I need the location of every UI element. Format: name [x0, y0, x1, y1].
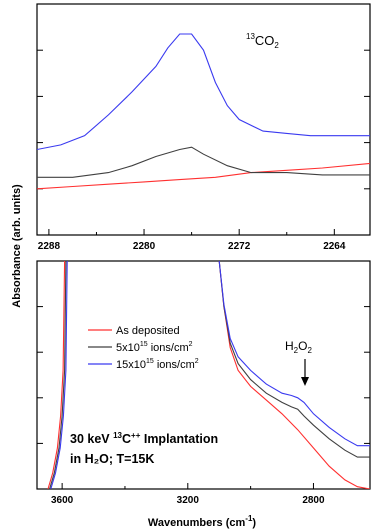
legend-label-dose_5e15: 5x1015 ions/cm2 [116, 341, 193, 354]
x-axis-label: Wavenumbers (cm-1) [148, 514, 257, 529]
top-x-ticks: 2288 2280 2272 2264 [37, 49, 370, 252]
implantation-line-2: in H₂O; T=15K [70, 452, 154, 466]
x-tick-label: 2288 [38, 241, 61, 252]
panel-top: 2288 2280 2272 2264 13CO2 [36, 3, 371, 252]
series-line-as_deposited [47, 261, 370, 489]
series-line-dose_5e15 [37, 146, 370, 178]
impl-sup: 13 [113, 431, 122, 440]
impl-b: C [122, 432, 131, 446]
x-axis-label-main: Wavenumbers (cm [148, 517, 246, 529]
top-series-group [37, 33, 370, 190]
x-tick-label: 2280 [133, 241, 156, 252]
h2o2-sub2: 2 [307, 346, 312, 355]
series-line-dose_15e15 [50, 261, 370, 489]
implantation-line-1: 30 keV 13C++ Implantation [70, 431, 218, 446]
impl-sup2: ++ [131, 431, 141, 440]
legend-label-dose_15e15: 15x1015 ions/cm2 [116, 358, 199, 371]
series-line-dose_5e15 [49, 261, 370, 489]
h2o2-annotation: H2O2 [285, 339, 312, 355]
x-axis-label-sup: -1 [245, 514, 253, 523]
legend: As deposited 5x1015 ions/cm2 15x1015 ions/… [88, 325, 199, 371]
x-tick-label: 2800 [302, 495, 325, 506]
h2o2-arrow-head [301, 377, 309, 386]
x-tick-label: 3600 [51, 495, 74, 506]
impl-c: Implantation [140, 432, 218, 446]
x-axis-label-close: ) [252, 517, 256, 529]
legend-label-as_deposited: As deposited [116, 325, 180, 337]
bottom-x-ticks: 3600 3200 2800 [37, 306, 370, 506]
y-axis-label: Absorbance (arb. units) [11, 184, 23, 308]
impl-a: 30 keV [70, 432, 113, 446]
series-line-as_deposited [37, 162, 370, 190]
top-annotation-sup: 13 [246, 32, 255, 41]
h2o2-sub1: 2 [294, 346, 299, 355]
x-tick-label: 3200 [177, 495, 200, 506]
x-tick-label: 2264 [323, 241, 346, 252]
top-annotation-sub: 2 [274, 41, 279, 50]
h2o2-o: O [298, 339, 307, 353]
x-tick-label: 2272 [228, 241, 251, 252]
top-annotation-13co2: 13CO2 [246, 32, 279, 50]
bottom-series-group [47, 261, 370, 489]
top-annotation-base: CO [255, 33, 275, 48]
series-line-dose_15e15 [37, 33, 370, 151]
panel-bottom-frame [36, 260, 371, 490]
panel-top-frame [36, 3, 371, 236]
h2o2-h: H [285, 339, 294, 353]
panel-bottom: 3600 3200 2800 As deposited 5x1015 ions/cm2… [36, 260, 371, 506]
